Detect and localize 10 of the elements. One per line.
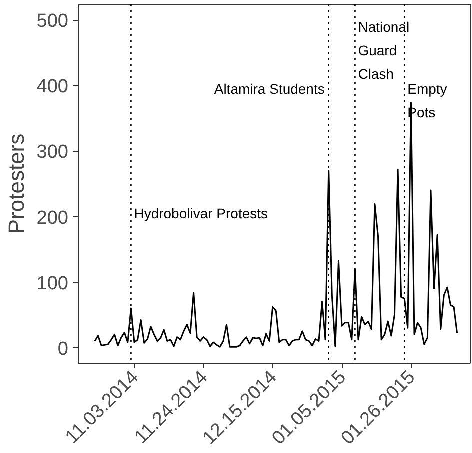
ref-line-label: Hydrobolivar Protests <box>134 205 268 222</box>
y-tick-label: 200 <box>36 208 68 229</box>
y-tick-label: 100 <box>36 273 68 294</box>
y-axis-title: Protesters <box>4 134 29 234</box>
y-tick-label: 400 <box>36 76 68 98</box>
y-tick-label: 0 <box>58 338 69 360</box>
ref-line-label: National Guard Clash <box>358 18 410 82</box>
ref-line-label: Altamira Students <box>214 81 325 98</box>
y-tick-label: 300 <box>36 142 68 164</box>
y-tick-label: 500 <box>36 11 68 32</box>
